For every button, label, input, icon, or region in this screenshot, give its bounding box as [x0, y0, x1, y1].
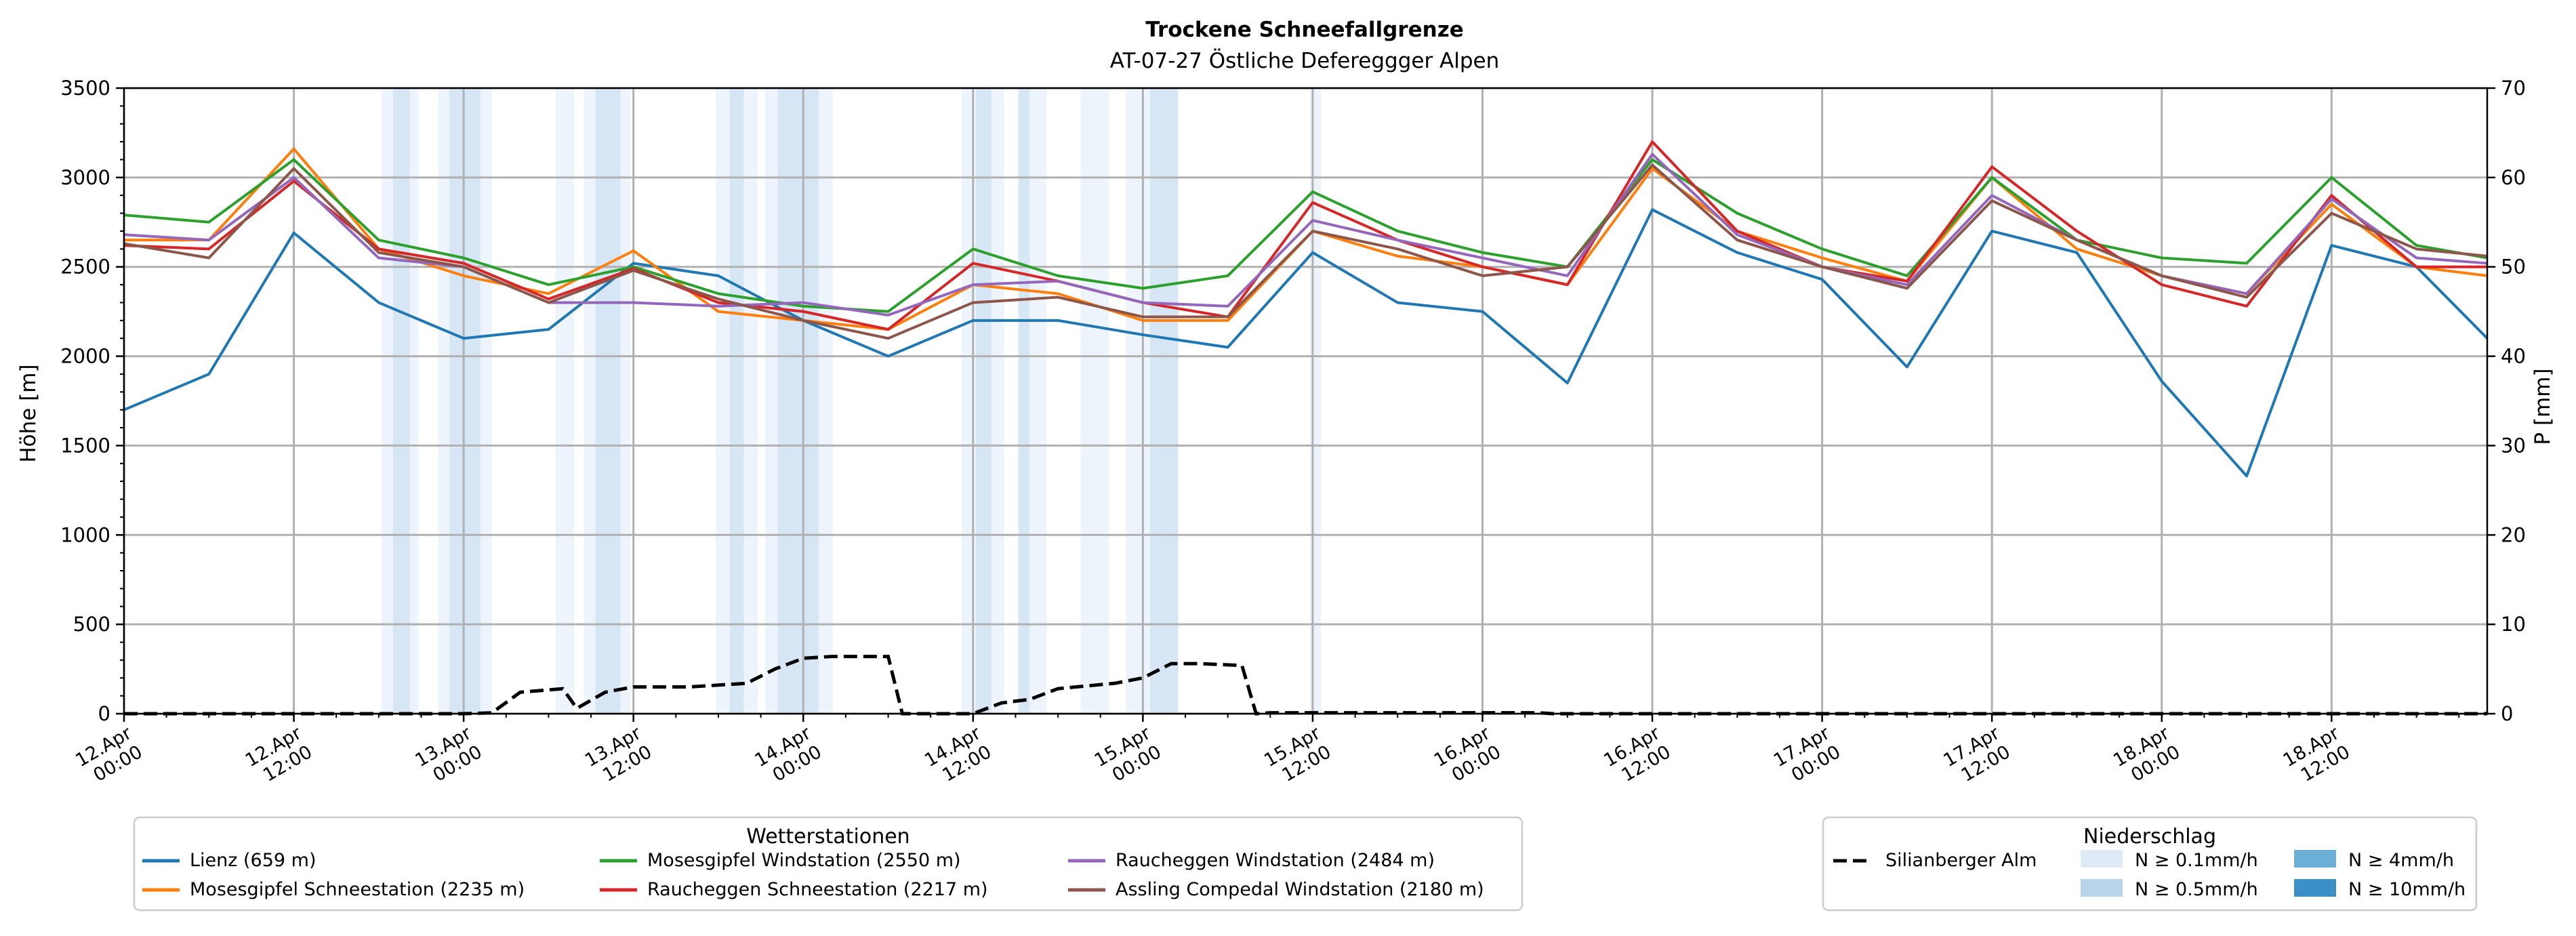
precip-legend-label: N ≥ 0.1mm/h [2135, 850, 2258, 871]
y2-tick-label: 60 [2501, 166, 2526, 189]
y2-tick-label: 30 [2501, 434, 2526, 457]
precip-band [991, 88, 1004, 714]
precip-legend-label: N ≥ 4mm/h [2348, 850, 2454, 871]
grid-lines [123, 87, 2487, 715]
precip-band [382, 88, 393, 714]
precip-band [764, 88, 778, 714]
y-tick-label: 2000 [60, 345, 110, 368]
precip-band [1018, 88, 1030, 714]
station-legend-label: Lienz (659 m) [190, 850, 316, 871]
precip-band [729, 88, 744, 714]
precip-band [481, 88, 492, 714]
legends: Wetterstationen Lienz (659 m) Mosesgipfel … [133, 816, 2478, 912]
y-tick-label: 0 [98, 702, 110, 725]
precip-legend-label: N ≥ 10mm/h [2348, 879, 2466, 900]
y2-tick-label: 50 [2501, 256, 2526, 279]
y2-tick-label: 0 [2501, 702, 2513, 725]
station-legend-label: Raucheggen Schneestation (2217 m) [647, 879, 988, 900]
y2-axis-label: P [mm] [2531, 368, 2555, 445]
precip-band [819, 88, 834, 714]
axes: 0 500 1000 1500 2000 2500 3000 3500 0 10 20 30 40 50 6… [60, 77, 2526, 786]
precip-legend-swatch [2294, 879, 2336, 897]
precip-band [595, 88, 621, 714]
chart-title: Trockene Schneefallgrenze [1145, 18, 1464, 42]
series-line [123, 158, 2488, 313]
precip-band [715, 88, 730, 714]
precip-band [743, 88, 758, 714]
y-tick-label: 3500 [60, 77, 110, 100]
precip-legend-swatch [2081, 850, 2123, 868]
precip-band [449, 88, 481, 714]
y2-tick-label: 40 [2501, 345, 2526, 368]
station-legend-title: Wetterstationen [746, 825, 909, 849]
y-tick-label: 500 [73, 613, 110, 636]
precip-band [438, 88, 450, 714]
precip-band [1309, 88, 1322, 714]
series-line [123, 208, 2489, 478]
precip-band [1149, 88, 1179, 714]
precip-band [975, 88, 991, 714]
series-line [123, 163, 2488, 340]
y-tick-label: 2500 [60, 256, 110, 279]
precip-band [1126, 88, 1150, 714]
precip-bands [382, 88, 1322, 714]
precip-band [1080, 88, 1109, 714]
precip-band [555, 88, 574, 714]
precip-legend-swatch [2294, 850, 2336, 868]
plot-frame [123, 87, 2489, 715]
precip-band [1029, 88, 1047, 714]
station-legend-label: Assling Compedal Windstation (2180 m) [1116, 879, 1484, 900]
y-tick-label: 1000 [60, 523, 110, 546]
precip-band [620, 88, 631, 714]
precip-band [777, 88, 819, 714]
precip-band [392, 88, 410, 714]
station-legend-label: Raucheggen Windstation (2484 m) [1116, 850, 1435, 871]
y2-tick-label: 70 [2501, 77, 2526, 100]
station-legend-label: Mosesgipfel Schneestation (2235 m) [190, 879, 525, 900]
precip-legend-title: Niederschlag [2083, 825, 2216, 849]
precip-legend-label: N ≥ 0.5mm/h [2135, 879, 2258, 900]
station-legend-box [133, 816, 1524, 912]
precip-legend-dashed-label: Silianberger Alm [1885, 850, 2037, 871]
station-legend-label: Mosesgipfel Windstation (2550 m) [647, 850, 961, 871]
y-tick-label: 1500 [60, 434, 110, 457]
precip-band [584, 88, 596, 714]
y2-tick-label: 20 [2501, 523, 2526, 546]
y2-tick-label: 10 [2501, 613, 2526, 636]
chart-subtitle: AT-07-27 Östliche Defereggger Alpen [1110, 48, 1500, 73]
series-line [123, 140, 2487, 331]
precip-legend-swatch [2081, 879, 2123, 897]
y-axis-label: Höhe [m] [16, 364, 41, 462]
precip-band [409, 88, 419, 714]
y-tick-label: 3000 [60, 166, 110, 189]
